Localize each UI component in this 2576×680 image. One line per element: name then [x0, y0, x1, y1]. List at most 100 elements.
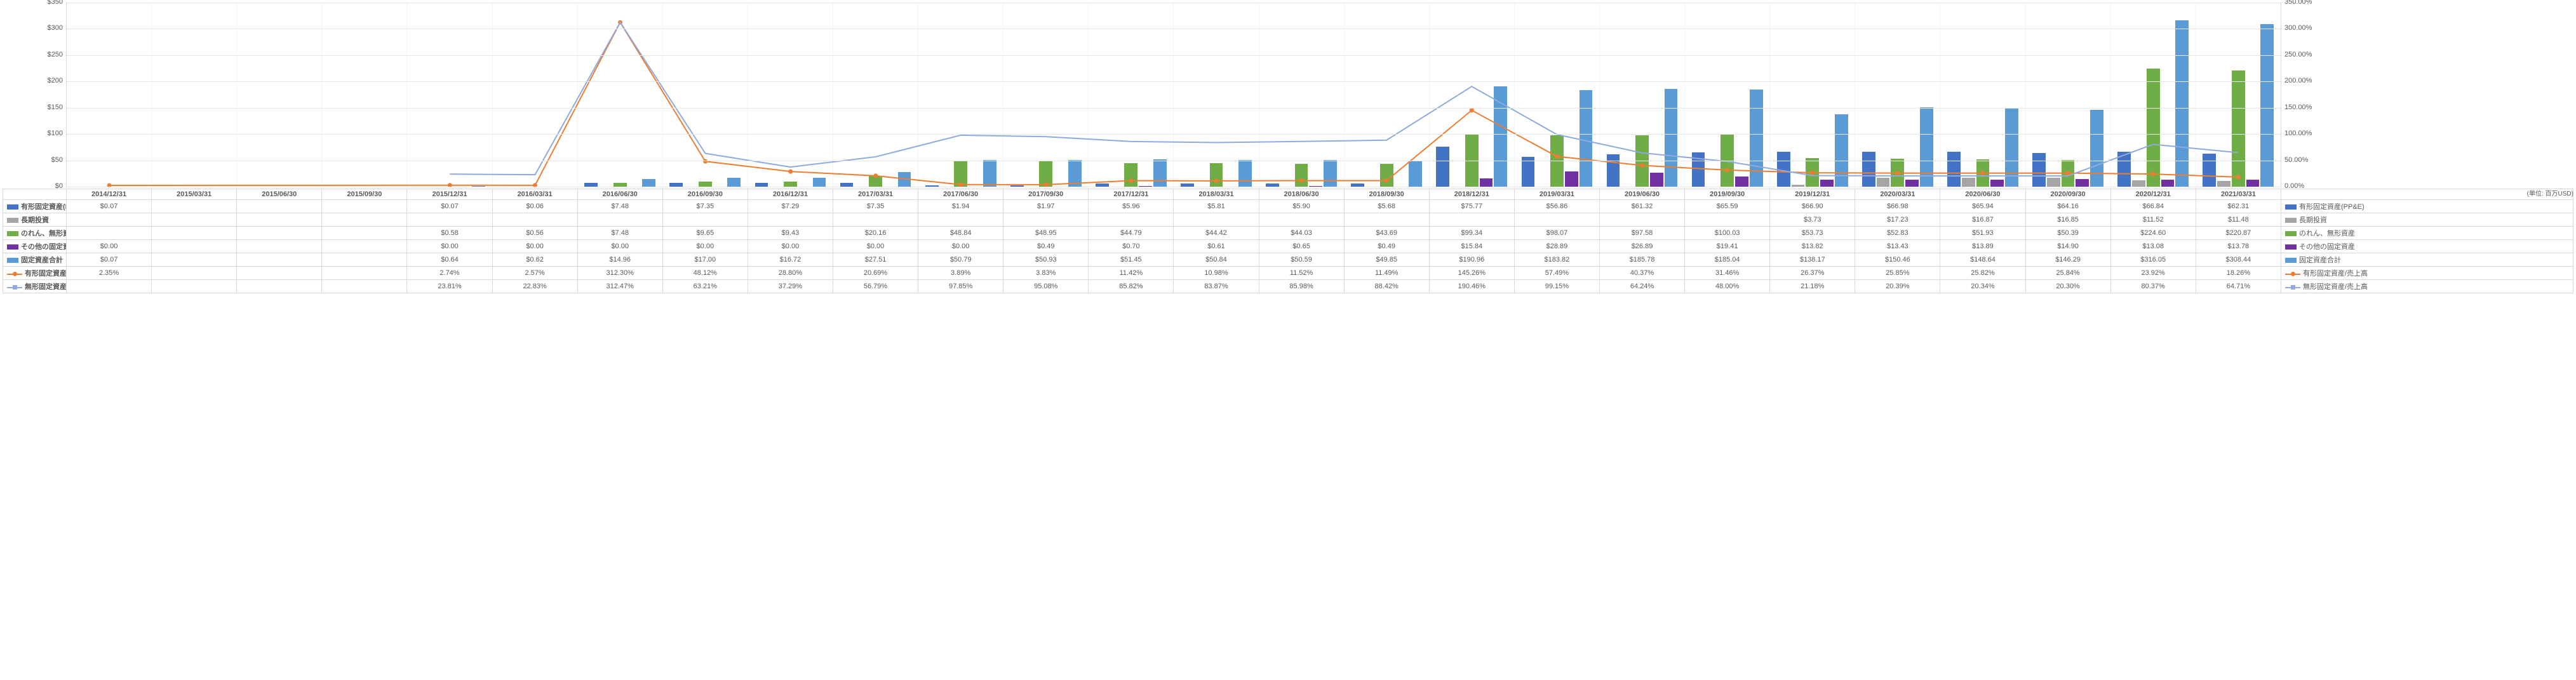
cell: $7.35	[662, 200, 748, 213]
cell: $14.96	[577, 253, 662, 267]
cell	[1685, 213, 1770, 227]
row-label: のれん、無形資産	[21, 230, 67, 237]
cell	[1344, 213, 1429, 227]
ytick-right: 350.00%	[2281, 0, 2323, 6]
cell: $1.97	[1003, 200, 1089, 213]
row-label-right: 有形固定資産/売上高	[2303, 270, 2368, 277]
cell	[662, 213, 748, 227]
cell: $138.17	[1770, 253, 1855, 267]
unit-note: (単位: 百万USD)	[2527, 188, 2573, 197]
cell: $56.86	[1514, 200, 1599, 213]
ytick-right: 200.00%	[2281, 77, 2323, 84]
cell: $9.65	[662, 227, 748, 240]
cell	[152, 253, 237, 267]
cell	[67, 280, 152, 293]
ytick-right: 150.00%	[2281, 103, 2323, 111]
cell: $44.79	[1089, 227, 1174, 240]
cell	[1259, 213, 1344, 227]
cell: $17.00	[662, 253, 748, 267]
cell: 22.83%	[492, 280, 577, 293]
cell: 312.30%	[577, 267, 662, 280]
ytick-left: $100	[25, 130, 67, 137]
period-header: 2019/09/30	[1685, 189, 1770, 200]
cell: 2.35%	[67, 267, 152, 280]
table-row: のれん、無形資産$0.58$0.56$7.48$9.65$9.43$20.16$…	[3, 227, 2573, 240]
table-row: 有形固定資産/売上高2.35%2.74%2.57%312.30%48.12%28…	[3, 267, 2573, 280]
cell: $44.03	[1259, 227, 1344, 240]
cell: $0.00	[67, 240, 152, 253]
cell	[152, 227, 237, 240]
cell	[1599, 213, 1684, 227]
cell: $50.93	[1003, 253, 1089, 267]
cell: 95.08%	[1003, 280, 1089, 293]
cell	[1514, 213, 1599, 227]
cell: $0.07	[67, 200, 152, 213]
cell: $65.59	[1685, 200, 1770, 213]
cell	[67, 213, 152, 227]
cell	[492, 213, 577, 227]
cell: $44.42	[1174, 227, 1259, 240]
cell: 25.85%	[1855, 267, 1940, 280]
cell	[152, 240, 237, 253]
cell: 23.81%	[407, 280, 492, 293]
period-header: 2020/03/31	[1855, 189, 1940, 200]
cell: 3.89%	[918, 267, 1003, 280]
cell	[322, 253, 407, 267]
cell: $100.03	[1685, 227, 1770, 240]
cell: 97.85%	[918, 280, 1003, 293]
cell: $98.07	[1514, 227, 1599, 240]
cell: $224.60	[2110, 227, 2196, 240]
row-header-right-ratio_int: 無形固定資産/売上高	[2281, 280, 2573, 293]
cell	[1089, 213, 1174, 227]
cell	[577, 213, 662, 227]
cell: $5.81	[1174, 200, 1259, 213]
cell: 20.69%	[833, 267, 918, 280]
cell: $49.85	[1344, 253, 1429, 267]
period-header: 2018/03/31	[1174, 189, 1259, 200]
period-header: 2016/03/31	[492, 189, 577, 200]
row-header-longinv: 長期投資	[3, 213, 67, 227]
cell: 10.98%	[1174, 267, 1259, 280]
cell	[67, 227, 152, 240]
cell: 57.49%	[1514, 267, 1599, 280]
cell	[237, 200, 322, 213]
cell: $75.77	[1429, 200, 1514, 213]
cell: $53.73	[1770, 227, 1855, 240]
chart-container: $0$50$100$150$200$250$300$3500.00%50.00%…	[0, 0, 2576, 296]
cell	[748, 213, 833, 227]
ytick-left: $0	[25, 182, 67, 190]
cell	[152, 213, 237, 227]
cell	[322, 267, 407, 280]
row-label: 有形固定資産(PP&E)	[21, 203, 67, 211]
plot-area: $0$50$100$150$200$250$300$3500.00%50.00%…	[66, 3, 2281, 187]
cell: $13.82	[1770, 240, 1855, 253]
period-header: 2016/09/30	[662, 189, 748, 200]
cell: 11.52%	[1259, 267, 1344, 280]
cell: 26.37%	[1770, 267, 1855, 280]
cell: $61.32	[1599, 200, 1684, 213]
cell: $7.48	[577, 227, 662, 240]
cell: $50.39	[2025, 227, 2110, 240]
period-header: 2015/06/30	[237, 189, 322, 200]
cell: $190.96	[1429, 253, 1514, 267]
cell: $0.00	[662, 240, 748, 253]
period-header: 2016/12/31	[748, 189, 833, 200]
table-row: 固定資産合計$0.07$0.64$0.62$14.96$17.00$16.72$…	[3, 253, 2573, 267]
cell: $13.78	[2196, 240, 2281, 253]
cell: $0.64	[407, 253, 492, 267]
cell: 2.74%	[407, 267, 492, 280]
row-header-ratio_int: 無形固定資産/売上高	[3, 280, 67, 293]
table-row: 長期投資$3.73$17.23$16.87$16.85$11.52$11.48長…	[3, 213, 2573, 227]
cell: $0.00	[833, 240, 918, 253]
row-label: その他の固定資産	[21, 243, 67, 251]
period-header: 2017/12/31	[1089, 189, 1174, 200]
row-label-right: 有形固定資産(PP&E)	[2299, 203, 2365, 211]
row-label: 長期投資	[21, 217, 49, 224]
ytick-left: $300	[25, 24, 67, 32]
cell	[237, 253, 322, 267]
cell: $51.93	[1940, 227, 2025, 240]
cell: $16.85	[2025, 213, 2110, 227]
ytick-right: 300.00%	[2281, 24, 2323, 32]
cell: $50.79	[918, 253, 1003, 267]
cell: $0.00	[918, 240, 1003, 253]
